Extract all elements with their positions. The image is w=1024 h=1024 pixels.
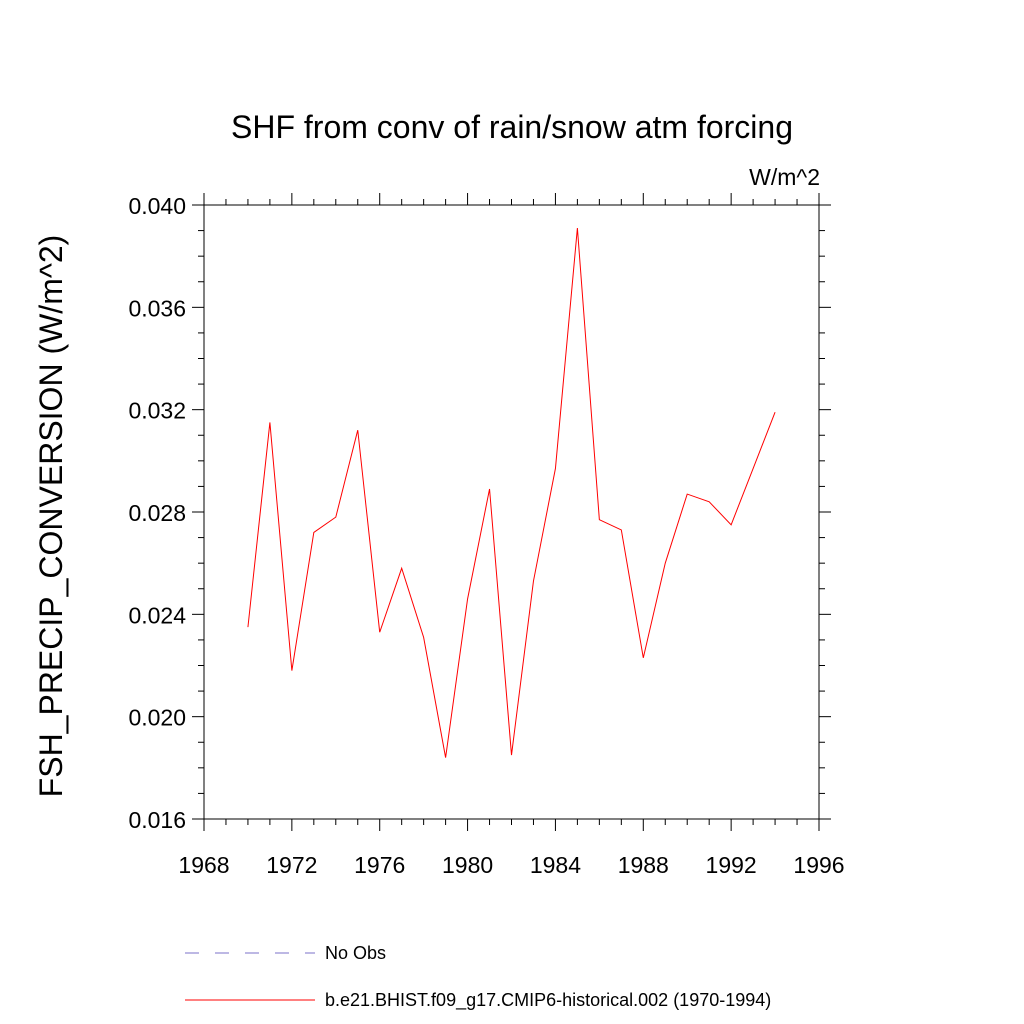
x-tick-label: 1996 xyxy=(793,852,844,878)
y-tick-label: 0.016 xyxy=(128,807,186,833)
y-tick-label: 0.028 xyxy=(128,500,186,526)
y-tick-label: 0.040 xyxy=(128,193,186,219)
units-label: W/m^2 xyxy=(749,164,820,190)
legend-series-label: b.e21.BHIST.f09_g17.CMIP6-historical.002… xyxy=(325,990,771,1011)
y-tick-label: 0.036 xyxy=(128,295,186,321)
y-axis-label: FSH_PRECIP_CONVERSION (W/m^2) xyxy=(33,235,69,798)
series-layer xyxy=(247,227,776,758)
plot-frame xyxy=(203,204,820,820)
x-tick-label: 1980 xyxy=(442,852,493,878)
y-tick-label: 0.024 xyxy=(128,602,186,628)
series-line-1 xyxy=(247,227,776,758)
x-tick-label: 1976 xyxy=(354,852,405,878)
y-tick-label: 0.032 xyxy=(128,398,186,424)
y-ticks: 0.016 0.020 0.024 0.028 0.032 0.036 0.040 xyxy=(128,193,831,833)
legend: No Obs b.e21.BHIST.f09_g17.CMIP6-histori… xyxy=(185,943,771,1011)
x-ticks: 1968 1972 1976 1980 1984 1988 1992 1996 xyxy=(178,193,845,878)
x-tick-label: 1968 xyxy=(178,852,229,878)
x-tick-label: 1972 xyxy=(266,852,317,878)
x-tick-label: 1988 xyxy=(618,852,669,878)
y-tick-label: 0.020 xyxy=(128,705,186,731)
plot-area: 0.016 0.020 0.024 0.028 0.032 0.036 0.040 1968… xyxy=(128,193,845,878)
x-tick-label: 1984 xyxy=(530,852,581,878)
x-tick-label: 1992 xyxy=(706,852,757,878)
chart-title: SHF from conv of rain/snow atm forcing xyxy=(231,109,793,145)
legend-no-obs-label: No Obs xyxy=(325,943,386,963)
